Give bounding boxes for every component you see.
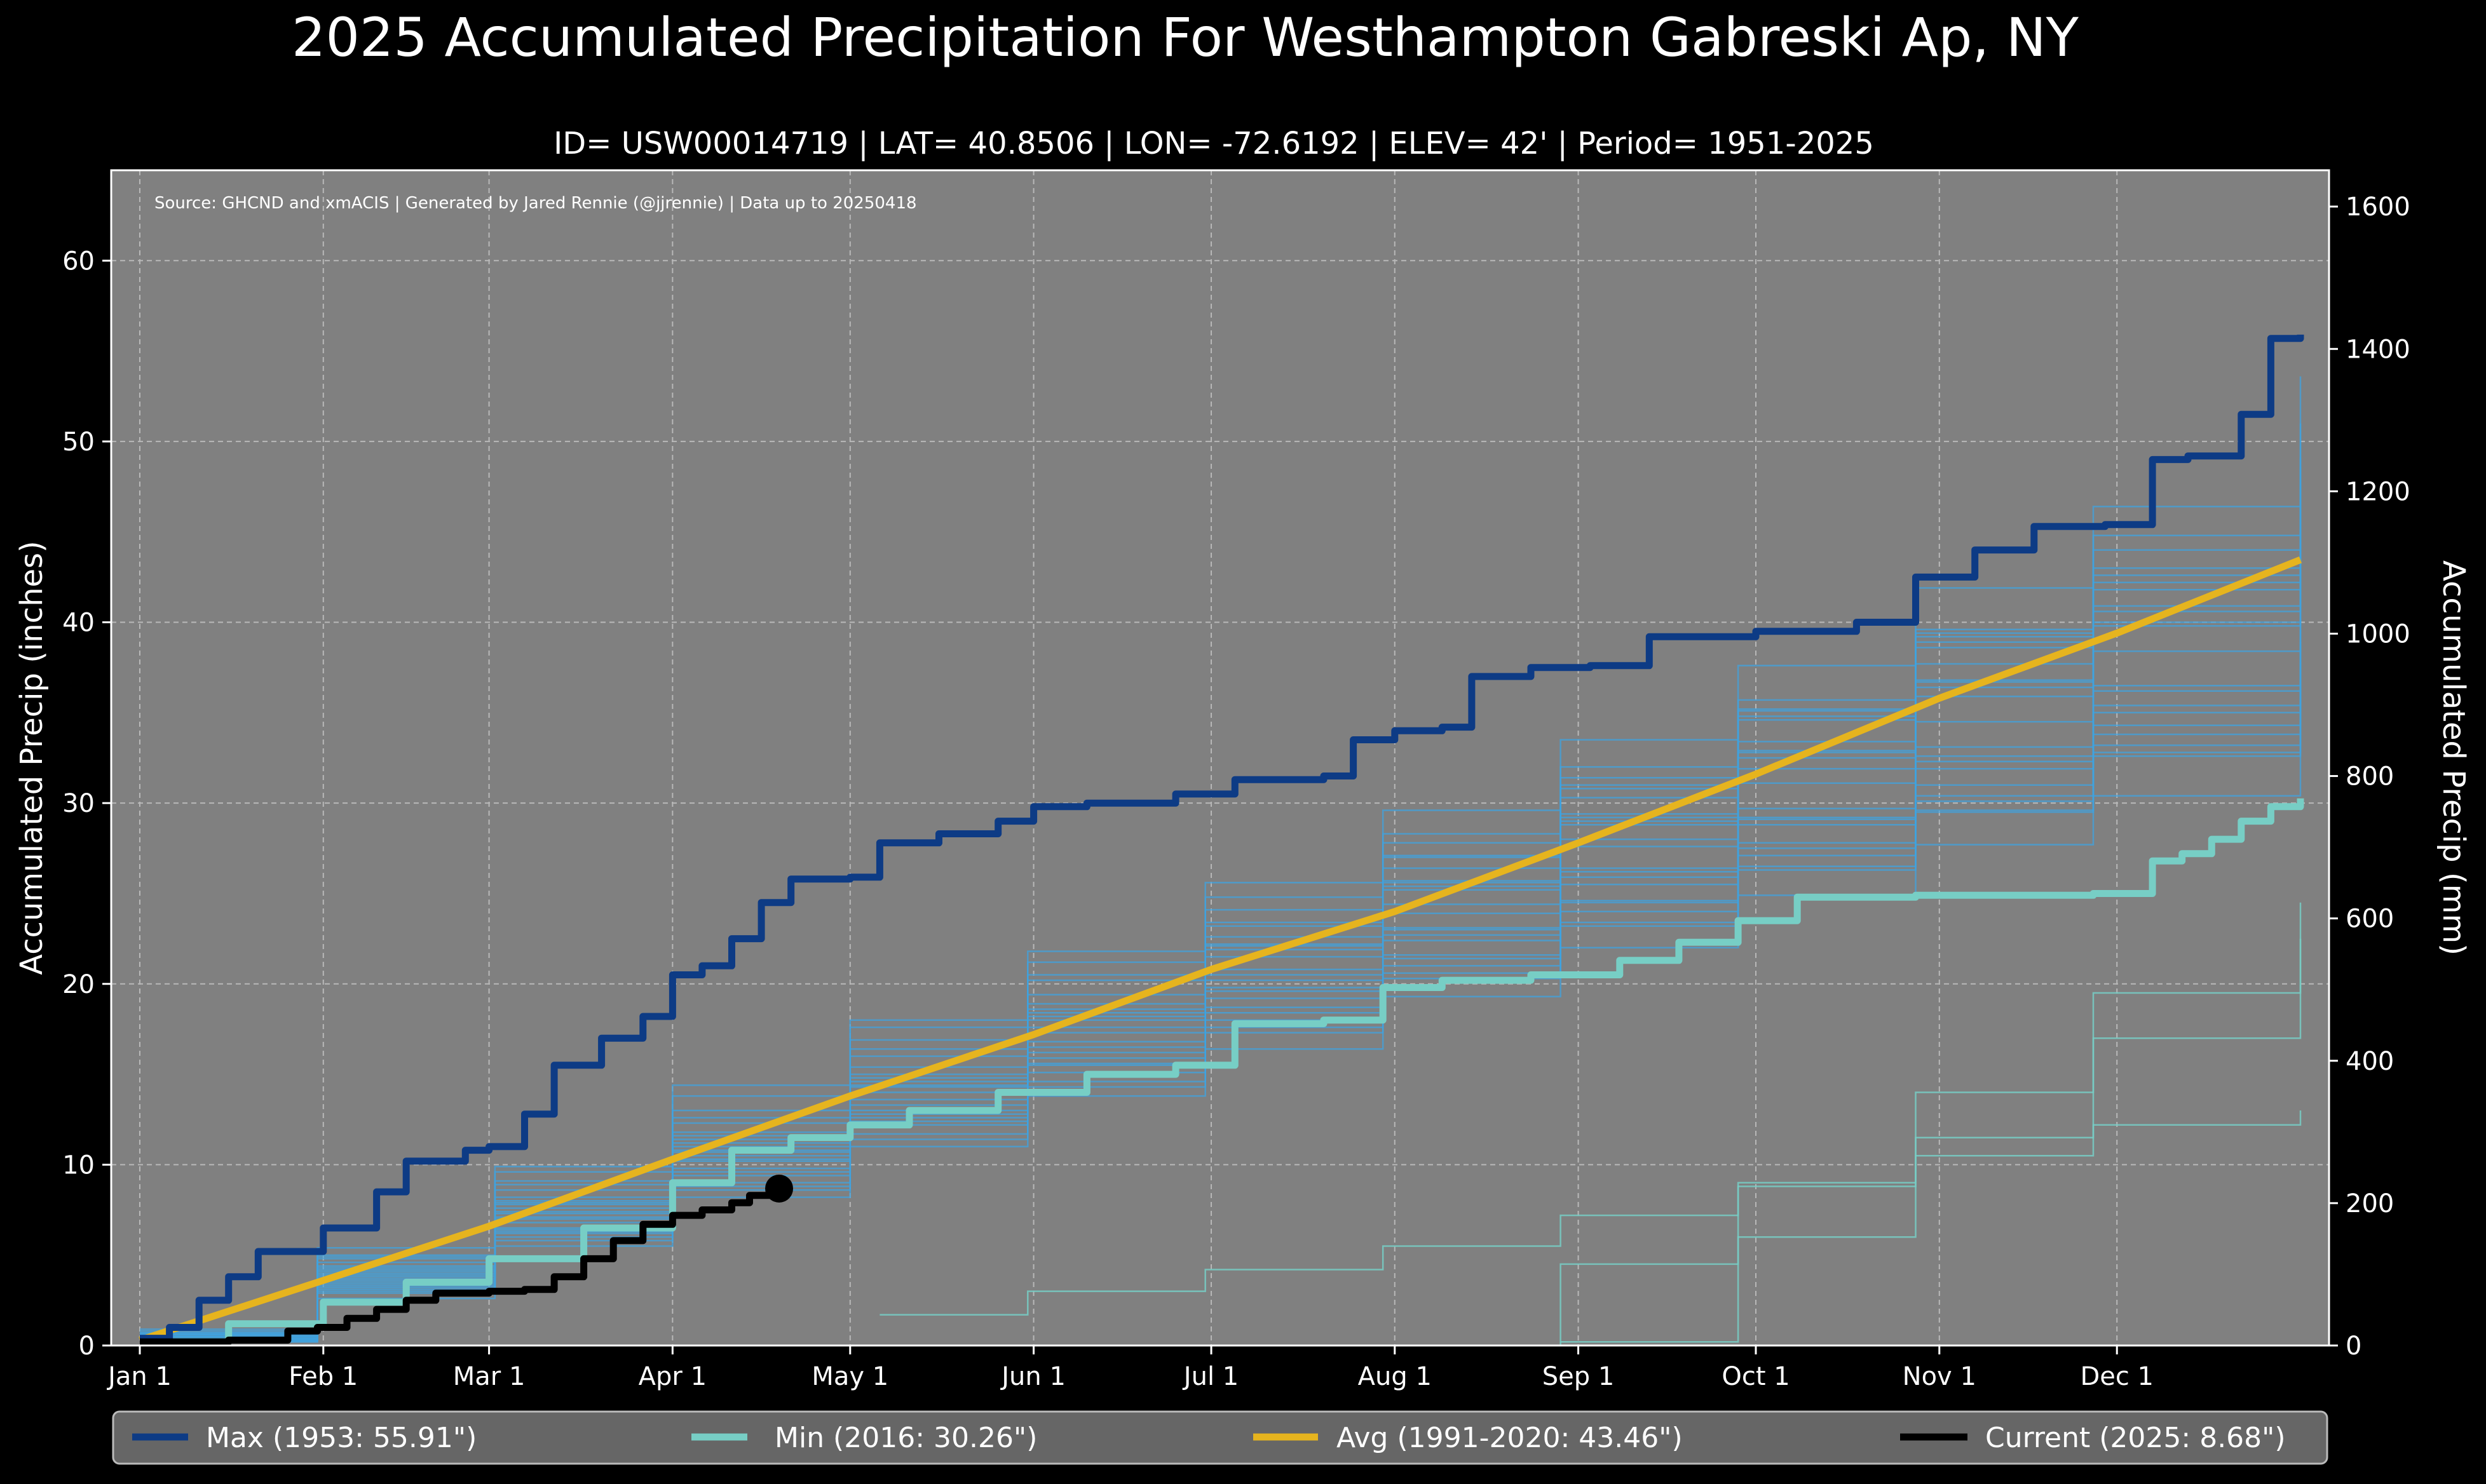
max-series-line: [140, 334, 2304, 1342]
legend-box: [112, 1410, 2328, 1465]
y-axis-right: 0 200 400 600 800 1000 1200 1400 1600: [2329, 192, 2410, 1361]
x-tick-label: Jul 1: [1182, 1362, 1239, 1391]
legend-min-label: Min (2016: 30.26"): [775, 1422, 1037, 1454]
x-tick-label: Jan 1: [106, 1362, 172, 1391]
y-right-tick-label: 1600: [2346, 192, 2410, 222]
x-tick-label: Sep 1: [1542, 1362, 1615, 1391]
historical-year-line: [140, 662, 2302, 1339]
y-axis-label-left: Accumulated Precip (inches): [14, 541, 50, 975]
legend-max-label: Max (1953: 55.91"): [206, 1422, 477, 1454]
x-axis: Jan 1 Feb 1 Mar 1 Apr 1 May 1 Jun 1 Jul 1 Aug 1…: [106, 1346, 2154, 1391]
current-series-line: [140, 1189, 783, 1346]
y-right-tick-label: 1200: [2346, 477, 2410, 506]
x-tick-label: Nov 1: [1903, 1362, 1976, 1391]
y-axis-label-right: Accumulated Precip (mm): [2436, 560, 2471, 955]
y-tick-label: 50: [62, 428, 95, 457]
y-tick-label: 10: [62, 1150, 95, 1180]
legend-avg-label: Avg (1991-2020: 43.46"): [1336, 1422, 1683, 1454]
legend-current-label: Current (2025: 8.68"): [1985, 1422, 2286, 1454]
y-right-tick-label: 0: [2346, 1332, 2361, 1361]
y-right-tick-label: 1000: [2346, 619, 2410, 649]
y-tick-label: 60: [62, 246, 95, 276]
plot-frame: [110, 169, 2330, 1347]
y-axis-left: 0 10 20 30 40 50 60: [62, 246, 111, 1361]
source-note: Source: GHCND and xmACIS | Generated by …: [154, 194, 917, 213]
current-value-marker: [765, 1174, 794, 1203]
x-tick-label: Aug 1: [1358, 1362, 1432, 1391]
chart-title: 2025 Accumulated Precipitation For Westh…: [292, 6, 2079, 69]
y-right-tick-label: 400: [2346, 1047, 2394, 1076]
x-tick-label: Mar 1: [453, 1362, 526, 1391]
y-tick-label: 0: [79, 1332, 95, 1361]
y-right-tick-label: 200: [2346, 1189, 2394, 1218]
x-tick-label: Dec 1: [2080, 1362, 2154, 1391]
x-tick-label: Jun 1: [1000, 1362, 1066, 1391]
legend: Max (1953: 55.91") Min (2016: 30.26") Av…: [112, 1410, 2328, 1465]
x-tick-label: Apr 1: [639, 1362, 707, 1391]
avg-series-line: [139, 556, 2302, 1344]
partial-year-line: [1560, 938, 2302, 1343]
x-tick-label: Oct 1: [1722, 1362, 1790, 1391]
partial-year-line: [880, 1110, 2302, 1316]
y-tick-label: 40: [62, 609, 95, 638]
y-tick-label: 30: [62, 789, 95, 818]
chart-subtitle: ID= USW00014719 | LAT= 40.8506 | LON= -7…: [554, 126, 1874, 161]
y-tick-label: 20: [62, 970, 95, 999]
y-right-tick-label: 1400: [2346, 335, 2410, 364]
historical-year-line: [140, 466, 2302, 1338]
min-series-line: [140, 798, 2304, 1346]
x-tick-label: Feb 1: [289, 1362, 358, 1391]
x-tick-label: May 1: [812, 1362, 888, 1391]
y-right-tick-label: 600: [2346, 905, 2394, 934]
markers: [765, 1174, 794, 1203]
historical-year-line: [140, 513, 2302, 1334]
main-series: [139, 334, 2304, 1346]
y-right-tick-label: 800: [2346, 762, 2394, 792]
plot-area: [111, 170, 2329, 1346]
